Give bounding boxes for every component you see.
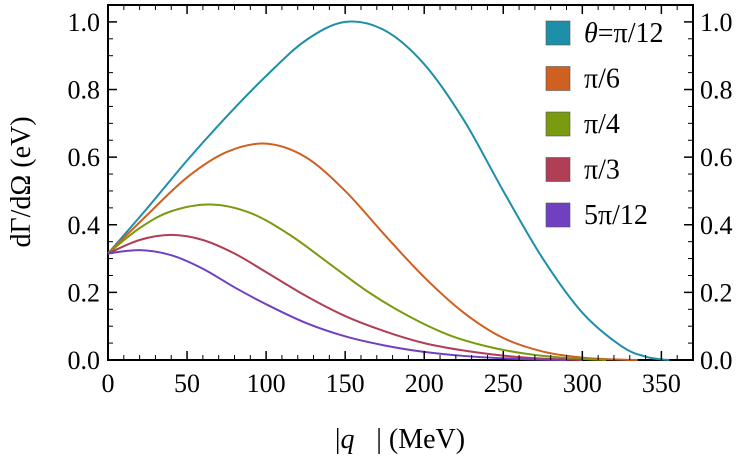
- x-tick-label: 350: [642, 369, 681, 398]
- x-axis-label-unit: (MeV): [389, 424, 465, 455]
- legend-label-3: π/4: [584, 109, 620, 140]
- series-line-3: [107, 203, 607, 361]
- x-axis-label-symbol: q⃗: [341, 424, 377, 455]
- legend-swatch-4: [545, 157, 571, 182]
- y-tick-label-left: 0.6: [68, 143, 101, 172]
- legend-label-1: θ=π/12: [584, 18, 663, 49]
- x-tick-label: 300: [563, 369, 602, 398]
- legend-label-5: 5π/12: [584, 200, 648, 231]
- x-axis-label: |q⃗| (MeV): [335, 424, 465, 455]
- y-tick-label-left: 0.4: [68, 211, 101, 240]
- y-tick-label-left: 1.0: [68, 8, 101, 37]
- x-tick-label: 0: [102, 369, 115, 398]
- legend-swatch-3: [545, 111, 571, 137]
- y-tick-label-right: 0.0: [700, 346, 733, 375]
- series-curves: [107, 20, 670, 361]
- y-tick-label-left: 0.0: [68, 346, 101, 375]
- y-tick-label-right: 1.0: [700, 8, 733, 37]
- axis-ticks: 0 50 100 150 200 250 300 350 0.0 0.0 0.2 0.2 0.4 0.4 0…: [68, 5, 733, 398]
- y-tick-label-right: 0.8: [700, 76, 733, 105]
- legend-label-4: π/3: [584, 155, 620, 186]
- series-line-5: [107, 249, 567, 361]
- series-line-1: [107, 20, 670, 361]
- legend-swatch-1: [545, 20, 571, 46]
- y-tick-label-right: 0.2: [700, 278, 733, 307]
- y-tick-label-left: 0.2: [68, 278, 101, 307]
- x-tick-label: 150: [326, 369, 365, 398]
- y-tick-label-left: 0.8: [68, 76, 101, 105]
- x-tick-label: 50: [174, 369, 200, 398]
- series-line-2: [107, 142, 638, 361]
- y-axis-label: dΓ/dΩ (eV): [6, 116, 37, 247]
- x-tick-label: 100: [247, 369, 286, 398]
- x-tick-label: 250: [484, 369, 523, 398]
- legend-label-2: π/6: [584, 64, 620, 95]
- legend-swatch-5: [545, 202, 571, 228]
- series-line-4: [107, 233, 583, 361]
- plot-frame: [107, 4, 694, 361]
- y-tick-label-right: 0.4: [700, 211, 733, 240]
- y-tick-label-right: 0.6: [700, 143, 733, 172]
- legend: θ=π/12 π/6 π/4 π/3 5π/12: [545, 18, 663, 231]
- legend-swatch-2: [545, 66, 571, 91]
- x-tick-label: 200: [405, 369, 444, 398]
